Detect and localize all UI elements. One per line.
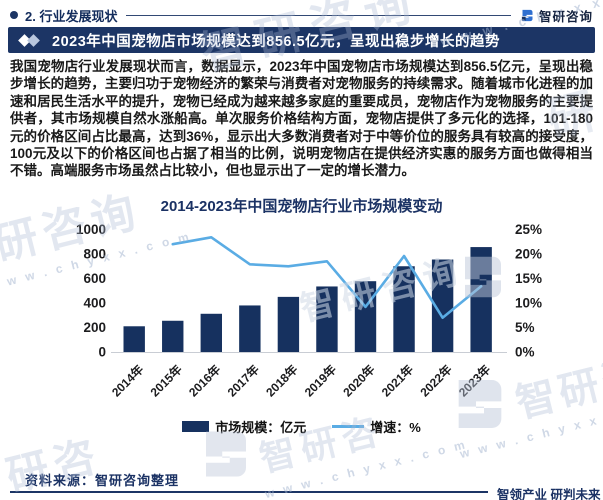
left-axis-tick: 400 [83, 296, 106, 311]
x-axis-label: 2016年 [185, 362, 223, 400]
x-axis-label: 2015年 [147, 362, 185, 400]
source-note: 资料来源：智研咨询整理 [25, 473, 180, 488]
right-axis-tick: 15% [515, 271, 542, 286]
section-label: 2. 行业发展现状 [25, 8, 118, 24]
legend-item-bar: 市场规模：亿元 [182, 417, 306, 436]
header-divider [126, 14, 511, 16]
bullet-icon [10, 11, 18, 19]
growth-line [171, 235, 483, 319]
watermark-brand-footer: 智研咨 [255, 409, 388, 480]
brand-logo: 智研咨询 [520, 6, 593, 25]
right-axis-tick: 10% [515, 296, 542, 311]
bar-2019年 [316, 286, 338, 352]
bar-2015年 [162, 320, 184, 352]
right-axis-tick: 5% [515, 320, 535, 335]
legend-line-swatch [332, 425, 365, 428]
left-axis-tick: 600 [83, 271, 106, 286]
left-axis-tick: 200 [83, 320, 106, 335]
left-axis-tick: 1000 [76, 222, 106, 237]
bar-2017年 [239, 305, 261, 352]
chart-legend: 市场规模：亿元 增速：% [0, 417, 603, 436]
bar-2014年 [123, 326, 145, 352]
x-axis-label: 2021年 [378, 362, 416, 400]
legend-bar-label: 市场规模：亿元 [215, 420, 307, 435]
header: 2. 行业发展现状 智研咨询 [10, 6, 593, 24]
footer-slogan: 智领产业 研判未来 [497, 488, 601, 500]
legend-line-label: 增速：% [370, 420, 421, 435]
x-axis-label: 2020年 [340, 362, 378, 400]
bar-2020年 [354, 281, 377, 352]
x-axis-label: 2018年 [263, 362, 301, 400]
banner-title: 2023年中国宠物店市场规模达到856.5亿元，呈现出稳步增长的趋势 [52, 33, 501, 50]
title-banner: 2023年中国宠物店市场规模达到856.5亿元，呈现出稳步增长的趋势 [8, 27, 595, 53]
legend-item-line: 增速：% [332, 417, 421, 436]
bar-2016年 [200, 313, 222, 352]
chart-title: 2014-2023年中国宠物店行业市场规模变动 [160, 198, 443, 215]
x-axis-label: 2023年 [455, 362, 493, 400]
bar-2021年 [393, 266, 415, 352]
right-axis-tick: 0% [515, 345, 535, 360]
right-axis-tick: 25% [515, 222, 542, 237]
brand-name: 智研咨询 [538, 9, 593, 24]
left-axis-tick: 800 [83, 247, 106, 262]
footer-divider [10, 491, 488, 493]
bar-2022年 [431, 259, 454, 352]
bar-2023年 [470, 247, 492, 352]
right-axis-tick: 20% [515, 247, 542, 262]
left-axis-tick: 0 [98, 345, 106, 360]
x-axis-label: 2022年 [417, 362, 455, 400]
diamond-icon [18, 33, 42, 47]
legend-bar-swatch [182, 421, 210, 432]
x-axis-label: 2017年 [224, 362, 262, 400]
body-paragraph: 我国宠物店行业发展现状而言，数据显示，2023年中国宠物店市场规模达到856.5… [10, 59, 593, 179]
brand-logo-icon [521, 9, 533, 21]
bar-2018年 [277, 296, 300, 352]
x-axis-label: 2019年 [301, 362, 339, 400]
x-axis-label: 2014年 [108, 362, 146, 400]
